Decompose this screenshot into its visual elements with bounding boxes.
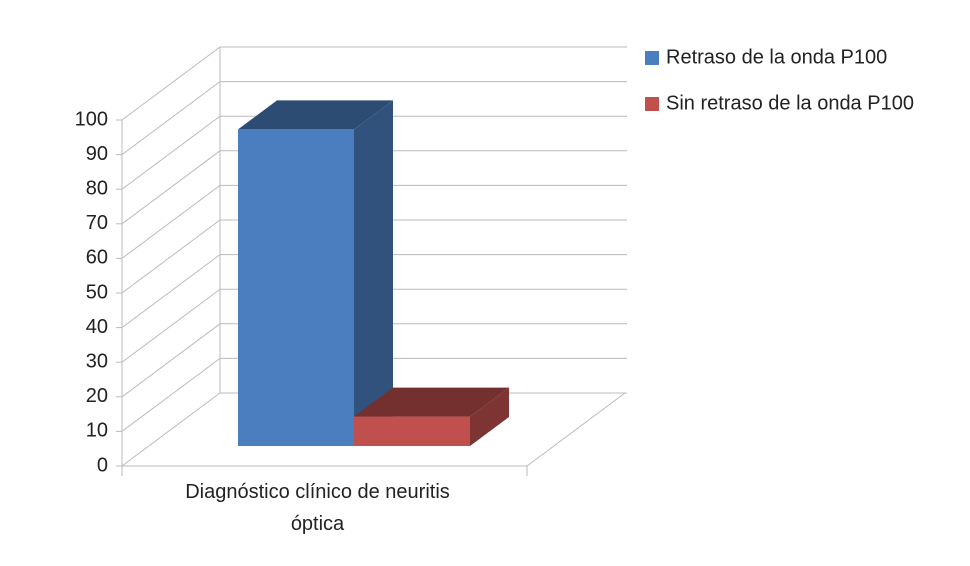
bar-side <box>354 100 393 446</box>
grid-line <box>121 150 627 225</box>
grid-line <box>121 81 627 156</box>
y-tick-label: 10 <box>86 420 108 442</box>
y-tick-label: 70 <box>86 212 108 234</box>
bar <box>354 416 470 446</box>
grid-line <box>121 288 627 363</box>
bar-side <box>470 387 509 446</box>
grid-line <box>121 323 627 398</box>
y-tick-label: 30 <box>86 350 108 372</box>
bar <box>238 129 354 446</box>
legend-swatch <box>645 97 659 111</box>
legend-swatch <box>645 51 659 65</box>
grid-line <box>121 46 627 121</box>
grid-line <box>121 254 627 329</box>
y-tick-label: 20 <box>86 385 108 407</box>
y-tick-label: 40 <box>86 316 108 338</box>
grid-line <box>121 219 627 294</box>
grid-line <box>121 184 627 259</box>
y-tick-label: 0 <box>97 454 108 476</box>
y-tick-label: 50 <box>86 281 108 303</box>
legend-label: Sin retraso de la onda P100 <box>666 92 914 114</box>
y-tick-label: 80 <box>86 177 108 199</box>
y-tick-label: 90 <box>86 143 108 165</box>
x-tick-label: Diagnóstico clínico de neuritis óptica <box>185 481 450 535</box>
bar-top <box>354 387 509 417</box>
y-tick-label: 60 <box>86 247 108 269</box>
grid-line <box>121 357 627 432</box>
y-tick-label: 100 <box>75 108 108 130</box>
bar-top <box>238 100 393 130</box>
grid-line <box>121 115 627 190</box>
legend-label: Retraso de la onda P100 <box>666 46 887 68</box>
